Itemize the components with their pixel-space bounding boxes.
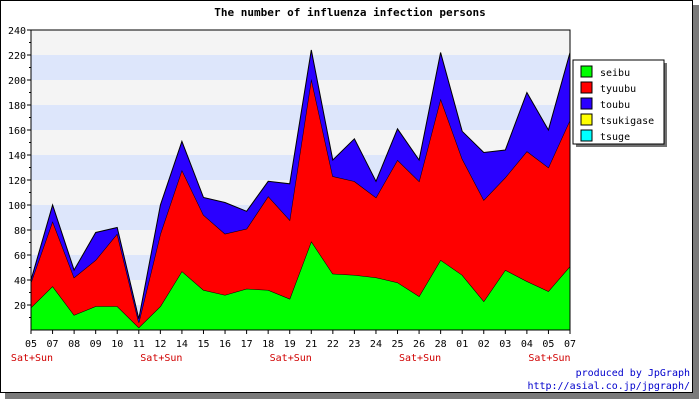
axes: 20 40 60 80 100 120 140 160 180 200 220 240 05 07 08 09… — [8, 26, 576, 364]
grid-band — [31, 80, 570, 105]
legend-label-toubu: toubu — [600, 100, 630, 111]
legend-swatch-toubu — [580, 97, 593, 110]
legend-swatch-tsuge — [580, 129, 593, 142]
y-tick-label: 180 — [8, 101, 26, 112]
grid-band — [31, 30, 570, 55]
y-tick-label: 40 — [14, 276, 26, 287]
legend-swatch-tyuubu — [580, 81, 593, 94]
y-tick-label: 20 — [14, 301, 26, 312]
legend-swatch-seibu — [580, 65, 593, 78]
y-tick-label: 220 — [8, 51, 26, 62]
x-tick-label: 09 — [90, 339, 102, 350]
x-tick-label: 08 — [68, 339, 80, 350]
x-tick-label: 22 — [327, 339, 339, 350]
y-tick-label: 160 — [8, 126, 26, 137]
y-tick-label: 120 — [8, 176, 26, 187]
x-tick-label: 16 — [219, 339, 231, 350]
x-tick-label: 21 — [305, 339, 317, 350]
x-tick-label: 05 — [542, 339, 554, 350]
legend: seibu tyuubu toubu tsukigase tsuge — [572, 59, 667, 147]
y-tick-label: 240 — [8, 26, 26, 37]
x-tick-label: 01 — [456, 339, 468, 350]
x-tick-label: 23 — [348, 339, 360, 350]
footer-produced-by: produced by JpGraph — [576, 368, 690, 379]
weekend-label: Sat+Sun — [399, 353, 441, 364]
x-tick-label: 17 — [241, 339, 253, 350]
x-tick-label: 04 — [521, 339, 533, 350]
y-tick-label: 80 — [14, 226, 26, 237]
x-tick-label: 24 — [370, 339, 382, 350]
series-area-toubu — [31, 50, 570, 323]
x-tick-label: 14 — [176, 339, 188, 350]
legend-label-tsuge: tsuge — [600, 132, 630, 143]
series-line-toubu — [30, 49, 571, 319]
x-tick-label: 02 — [478, 339, 490, 350]
y-tick-label: 60 — [14, 251, 26, 262]
grid-band — [31, 55, 570, 80]
x-tick-label: 11 — [133, 339, 145, 350]
x-tick-label: 15 — [197, 339, 209, 350]
x-tick-label: 07 — [47, 339, 59, 350]
x-tick-label: 28 — [435, 339, 447, 350]
x-tick-label: 12 — [154, 339, 166, 350]
weekend-label: Sat+Sun — [11, 353, 53, 364]
legend-label-tyuubu: tyuubu — [600, 84, 636, 95]
y-tick-label: 200 — [8, 76, 26, 87]
y-tick-label: 140 — [8, 151, 26, 162]
x-tick-label: 19 — [284, 339, 296, 350]
x-tick-label: 10 — [111, 339, 123, 350]
x-tick-label: 25 — [391, 339, 403, 350]
weekend-label: Sat+Sun — [528, 353, 570, 364]
chart-title: The number of influenza infection person… — [214, 6, 486, 19]
weekend-label: Sat+Sun — [140, 353, 182, 364]
series-areas — [30, 49, 571, 330]
x-tick-label: 26 — [413, 339, 425, 350]
legend-label-tsukigase: tsukigase — [600, 116, 654, 127]
legend-swatch-tsukigase — [580, 113, 593, 126]
series-area-tyuubu — [31, 78, 570, 328]
footer-url: http://asial.co.jp/jpgraph/ — [527, 381, 690, 392]
x-tick-label: 05 — [25, 339, 37, 350]
x-tick-label: 03 — [499, 339, 511, 350]
x-tick-label: 07 — [564, 339, 576, 350]
series-area-seibu — [31, 241, 570, 330]
x-tick-label: 18 — [262, 339, 274, 350]
legend-label-seibu: seibu — [600, 68, 630, 79]
weekend-label: Sat+Sun — [270, 353, 312, 364]
y-tick-label: 100 — [8, 201, 26, 212]
